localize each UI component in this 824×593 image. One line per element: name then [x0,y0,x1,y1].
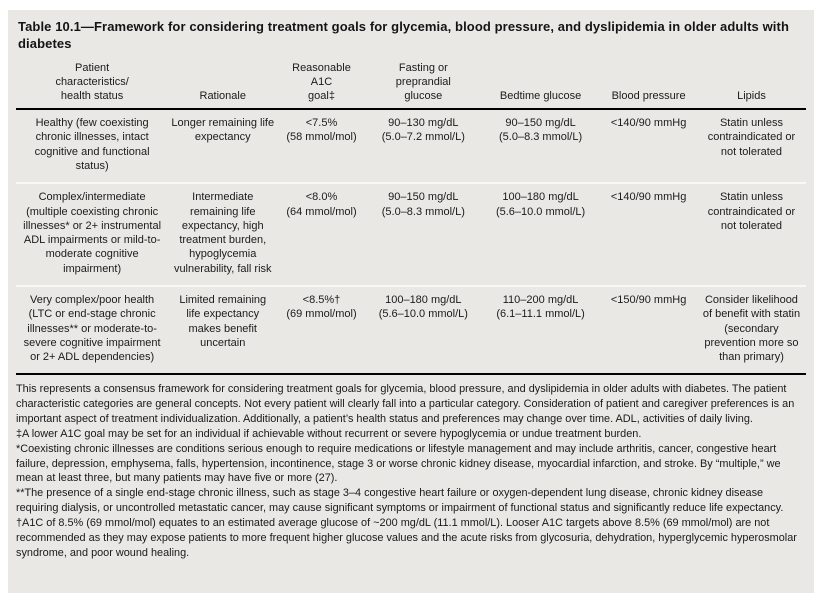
header-row: Patient characteristics/ health status R… [16,61,806,110]
col-header-fasting-glucose: Fasting or preprandial glucose [395,61,451,102]
col-header-a1c-goal: Reasonable A1C goal‡ [292,61,351,102]
cell-rationale: Longer remaining life expectancy [171,117,275,144]
footnote-coexisting-illness: *Coexisting chronic illnesses are condit… [16,442,781,485]
footnote-end-stage-illness: **The presence of a single end-stage chr… [16,487,784,515]
col-header-bedtime-glucose: Bedtime glucose [499,89,582,102]
footnotes: This represents a consensus framework fo… [16,382,806,560]
cell-a1c-goal: <7.5% (58 mmol/mol) [286,117,357,144]
table-row-healthy: Healthy (few coexisting chronic illnesse… [16,109,806,183]
cell-bedtime-glucose: 90–150 mg/dL (5.0–8.3 mmol/L) [499,117,583,144]
cell-health-status: Healthy (few coexisting chronic illnesse… [34,117,150,172]
cell-blood-pressure: <150/90 mmHg [610,293,687,306]
cell-health-status: Very complex/poor health (LTC or end-sta… [23,293,161,364]
footnote-a1c-85: †A1C of 8.5% (69 mmol/mol) equates to an… [16,516,797,559]
table-row-very-complex: Very complex/poor health (LTC or end-sta… [16,285,806,375]
col-header-blood-pressure: Blood pressure [611,89,686,102]
footnote-a1c-lower-goal: ‡A lower A1C goal may be set for an indi… [16,427,642,440]
cell-bedtime-glucose: 110–200 mg/dL (6.1–11.1 mmol/L) [496,293,585,321]
cell-lipids: Consider likelihood of benefit with stat… [702,293,801,364]
table-panel: Table 10.1—Framework for considering tre… [8,10,814,593]
table-row-complex-intermediate: Complex/intermediate (multiple coexistin… [16,183,806,286]
cell-rationale: Intermediate remaining life expectancy, … [173,191,272,275]
table-title: Table 10.1—Framework for considering tre… [18,19,789,51]
cell-fasting-glucose: 100–180 mg/dL (5.6–10.0 mmol/L) [378,293,468,321]
framework-table: Patient characteristics/ health status R… [16,61,806,376]
cell-fasting-glucose: 90–150 mg/dL (5.0–8.3 mmol/L) [381,191,465,218]
col-header-rationale: Rationale [199,89,246,102]
cell-a1c-goal: <8.5%† (69 mmol/mol) [286,293,357,321]
cell-lipids: Statin unless contraindicated or not tol… [707,117,796,158]
cell-lipids: Statin unless contraindicated or not tol… [707,191,796,232]
col-header-health-status: Patient characteristics/ health status [55,61,129,102]
cell-fasting-glucose: 90–130 mg/dL (5.0–7.2 mmol/L) [381,117,465,144]
cell-bedtime-glucose: 100–180 mg/dL (5.6–10.0 mmol/L) [495,191,586,218]
cell-rationale: Limited remaining life expectancy makes … [179,293,267,349]
col-header-lipids: Lipids [737,89,766,102]
cell-a1c-goal: <8.0% (64 mmol/mol) [286,191,357,218]
cell-blood-pressure: <140/90 mmHg [610,191,687,204]
footnote-general: This represents a consensus framework fo… [16,383,795,426]
cell-health-status: Complex/intermediate (multiple coexistin… [23,191,162,275]
table-body: Healthy (few coexisting chronic illnesse… [16,109,806,375]
cell-blood-pressure: <140/90 mmHg [610,117,687,130]
table-header: Patient characteristics/ health status R… [16,61,806,110]
